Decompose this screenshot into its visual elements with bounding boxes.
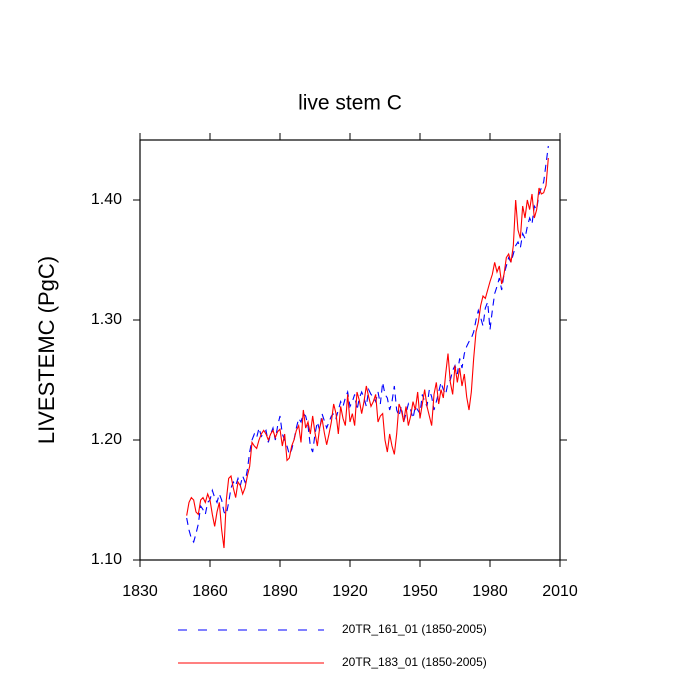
- x-tick-label: 2010: [542, 583, 578, 600]
- y-tick-label: 1.40: [91, 191, 122, 208]
- x-tick-label: 1980: [472, 583, 508, 600]
- series-line: [186, 157, 549, 549]
- x-tick-label: 1890: [262, 583, 298, 600]
- x-tick-label: 1920: [332, 583, 368, 600]
- x-tick-label: 1950: [402, 583, 438, 600]
- y-axis-label: LIVESTEMC (PgC): [34, 256, 59, 444]
- legend-label: 20TR_161_01 (1850-2005): [342, 622, 487, 636]
- y-tick-label: 1.20: [91, 431, 122, 448]
- legend-label: 20TR_183_01 (1850-2005): [342, 655, 487, 669]
- y-tick-label: 1.30: [91, 311, 122, 328]
- series-line: [186, 145, 549, 544]
- y-tick-label: 1.10: [91, 551, 122, 568]
- x-tick-label: 1830: [122, 583, 158, 600]
- x-tick-label: 1860: [192, 583, 228, 600]
- chart-title: live stem C: [298, 92, 402, 115]
